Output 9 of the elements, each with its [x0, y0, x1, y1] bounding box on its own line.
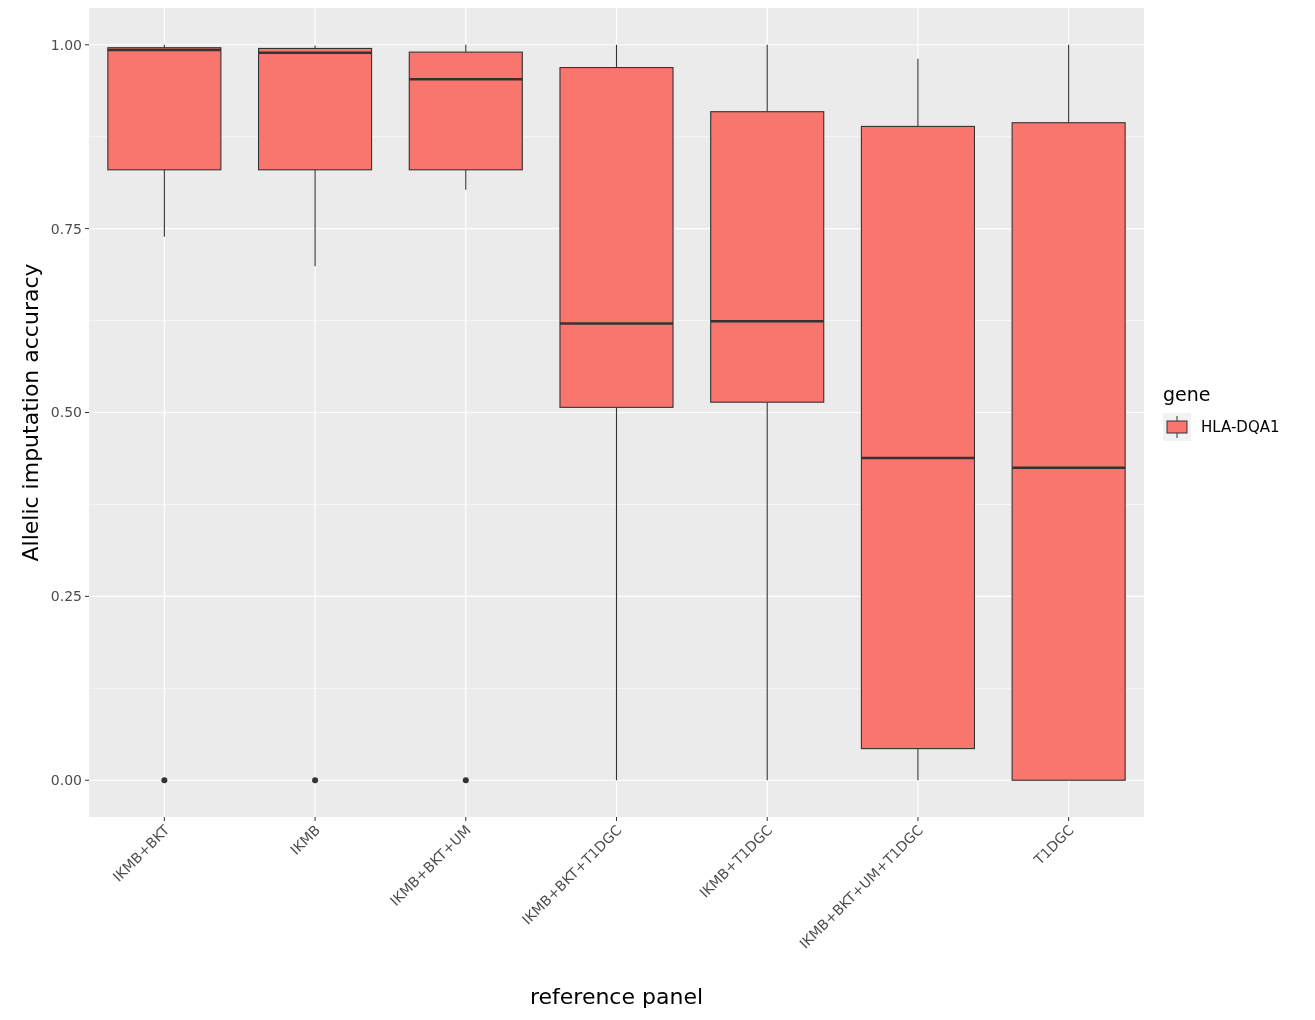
y-tick-label: 0.50: [50, 404, 82, 421]
y-tick-label: 0.00: [50, 772, 82, 789]
y-tick-label: 0.75: [50, 220, 82, 237]
legend-label: HLA-DQA1: [1201, 418, 1280, 437]
y-tick-label: 1.00: [50, 36, 82, 53]
y-axis-title: Allelic imputation accuracy: [18, 263, 43, 562]
y-tick-label: 0.25: [50, 588, 82, 605]
legend-title: gene: [1163, 383, 1211, 405]
x-axis-title: reference panel: [529, 984, 704, 1009]
